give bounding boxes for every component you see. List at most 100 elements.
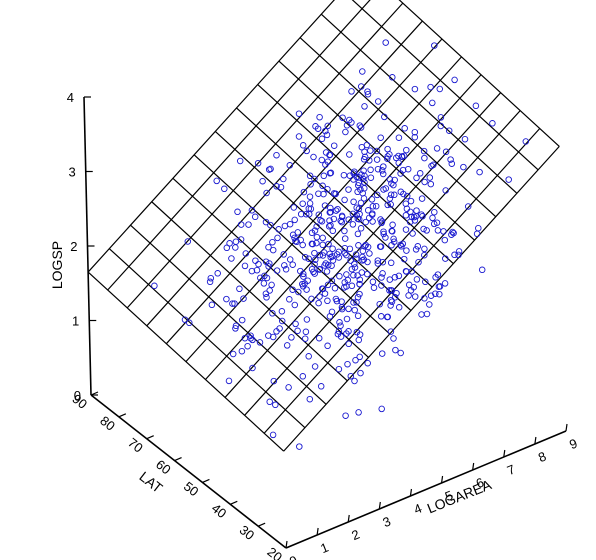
y-tick-label: 30 <box>237 522 258 543</box>
data-point <box>281 262 288 269</box>
data-point <box>347 372 355 380</box>
data-point <box>238 316 246 324</box>
data-point <box>386 176 394 183</box>
z-axis-title: LOGSP <box>49 241 65 289</box>
data-point <box>455 251 462 259</box>
data-point <box>241 334 249 342</box>
data-point <box>401 125 408 132</box>
data-point <box>448 231 455 238</box>
data-point <box>381 113 388 121</box>
data-point <box>358 143 366 151</box>
data-point <box>267 221 274 229</box>
data-point <box>305 353 312 360</box>
data-point <box>387 287 395 294</box>
y-tick-label: 40 <box>209 500 230 521</box>
data-point <box>367 166 374 174</box>
data-point <box>377 134 384 141</box>
data-point <box>388 227 395 235</box>
data-point <box>422 278 429 286</box>
data-point <box>421 245 428 253</box>
data-point <box>327 204 334 212</box>
data-point <box>294 327 301 335</box>
data-point <box>395 304 403 311</box>
x-axis-ticks: 0123456789 <box>285 423 579 560</box>
data-point <box>378 405 385 413</box>
data-point <box>440 228 447 235</box>
data-point <box>310 153 317 161</box>
data-point <box>365 214 373 222</box>
data-point <box>223 295 230 303</box>
data-point <box>318 135 326 143</box>
data-point <box>342 128 349 136</box>
y-tick-mark <box>90 391 99 396</box>
data-point <box>378 350 386 357</box>
data-point <box>350 198 357 206</box>
data-point <box>249 336 256 344</box>
y-tick-mark <box>285 544 294 549</box>
data-point <box>393 289 400 297</box>
data-point <box>339 114 346 121</box>
data-point <box>275 226 282 233</box>
data-point <box>429 214 436 222</box>
surface-line-x <box>398 0 560 147</box>
data-point <box>232 322 240 330</box>
data-point <box>384 145 391 153</box>
y-tick-mark <box>257 522 266 527</box>
data-point <box>236 157 244 165</box>
data-point <box>372 202 380 210</box>
data-point <box>420 225 427 233</box>
data-point <box>241 262 249 270</box>
data-point <box>296 443 303 450</box>
data-point <box>297 210 305 218</box>
data-point <box>262 258 270 265</box>
data-point <box>343 271 350 278</box>
data-point <box>357 124 365 131</box>
data-point <box>324 185 331 193</box>
data-point <box>411 128 419 136</box>
data-point <box>301 253 309 261</box>
data-point <box>265 243 272 251</box>
y-tick-mark <box>230 500 238 505</box>
data-point <box>301 335 309 342</box>
data-point <box>455 248 463 255</box>
data-point <box>423 310 431 318</box>
data-point <box>213 177 220 185</box>
data-point <box>431 42 438 49</box>
data-point <box>319 234 326 242</box>
data-point <box>306 395 314 403</box>
data-point <box>472 102 480 110</box>
data-point <box>249 364 256 372</box>
data-point <box>429 99 436 107</box>
y-tick-label: 60 <box>153 457 174 478</box>
data-point <box>270 377 278 385</box>
data-point <box>269 238 276 246</box>
data-point <box>473 230 481 238</box>
data-point <box>489 120 496 127</box>
data-point <box>262 218 270 226</box>
data-point <box>272 401 279 409</box>
data-point <box>389 74 396 81</box>
data-point <box>415 258 422 266</box>
data-point <box>331 284 339 292</box>
data-point <box>181 316 189 323</box>
data-point <box>308 240 316 248</box>
data-point <box>432 290 439 297</box>
data-point <box>418 195 426 202</box>
data-point <box>281 222 289 230</box>
z-tick-label: 1 <box>72 314 79 329</box>
data-point <box>399 240 407 248</box>
data-point <box>379 270 386 277</box>
data-point <box>332 295 340 303</box>
data-point <box>328 262 335 269</box>
data-point <box>377 243 385 250</box>
data-point <box>286 256 294 263</box>
data-point <box>278 317 286 325</box>
data-point <box>434 227 442 234</box>
x-tick-mark <box>378 501 381 510</box>
data-point <box>269 310 276 317</box>
data-point <box>338 212 346 220</box>
data-point <box>392 346 399 354</box>
data-point <box>354 272 361 279</box>
data-point <box>361 103 368 110</box>
data-point <box>311 227 319 234</box>
